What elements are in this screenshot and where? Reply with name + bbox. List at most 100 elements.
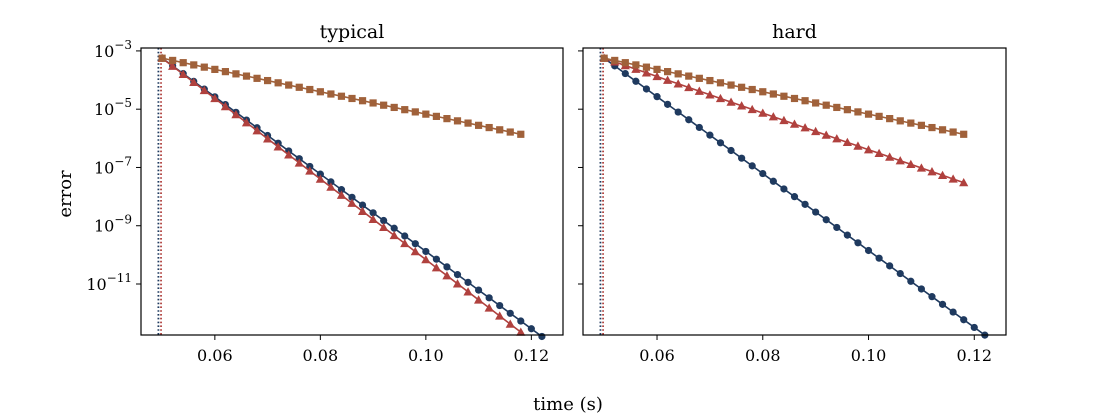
circle-series-point (527, 325, 535, 333)
triangle-series-point (853, 141, 863, 150)
triangle-series-point (252, 126, 262, 135)
square-series-point (769, 90, 777, 98)
square-series-point (264, 76, 272, 85)
x-tick-label: 0.10 (408, 346, 444, 365)
triangle-series-point (758, 108, 768, 117)
circle-series-point (443, 263, 451, 271)
circle-series-point (632, 77, 640, 85)
circle-series-point (327, 178, 335, 186)
circle-series-point (369, 209, 377, 217)
square-series-point (843, 106, 851, 114)
triangle-series-point (189, 77, 199, 87)
circle-series-point (390, 224, 398, 232)
circle-series-point (674, 108, 682, 116)
triangle-series-point (400, 238, 410, 248)
circle-series-point (896, 269, 904, 278)
circle-series-point (790, 193, 799, 201)
square-series-point (242, 72, 251, 80)
square-series-point (907, 119, 915, 127)
triangle-series-point (789, 119, 800, 128)
x-tick-label: 0.06 (197, 346, 233, 365)
panel-typical: typical 0.06 0.08 0.10 0.12 10−3 10−5 10−7 10−9 1… (86, 21, 564, 365)
square-series-point (664, 68, 672, 76)
triangle-series-point (737, 101, 747, 110)
square-series-point (938, 126, 947, 134)
triangle-series-point (821, 130, 831, 139)
square-series-point (886, 115, 894, 123)
circle-series-point (801, 200, 809, 208)
circle-series-point (843, 231, 851, 239)
circle-series-point (822, 216, 830, 224)
circle-series-point (780, 185, 788, 193)
square-series-point (232, 70, 240, 78)
x-tick-label: 0.08 (303, 346, 339, 365)
square-series-point (369, 99, 377, 107)
triangle-series-point (442, 271, 452, 280)
square-series-point (706, 76, 714, 85)
square-series-point (822, 101, 830, 109)
x-tick-label: 0.12 (956, 346, 992, 365)
circle-series-point (960, 316, 968, 324)
circle-series-point (348, 193, 356, 201)
triangle-series-point (726, 97, 736, 106)
triangle-series-point (895, 156, 905, 165)
circle-series-point (769, 177, 777, 185)
square-series-point (306, 85, 314, 94)
square-series-point (285, 81, 293, 89)
triangle-series-point (294, 158, 304, 167)
square-series-point (780, 92, 788, 100)
triangle-series-point (168, 61, 178, 70)
square-series-point (632, 61, 640, 69)
circle-series-point (664, 100, 672, 108)
triangle-series-point (673, 79, 683, 88)
x-axis-label: time (s) (533, 394, 603, 415)
triangle-series-point (652, 71, 662, 81)
panel-title: typical (320, 21, 385, 43)
triangle-series-point (863, 145, 874, 154)
circle-series-point (907, 277, 915, 285)
panel-title: hard (772, 21, 817, 43)
triangle-series-point (210, 93, 220, 103)
plot-frame (582, 47, 1007, 336)
triangle-series-point (959, 178, 969, 187)
square-series-point (695, 74, 703, 82)
circle-series-point (706, 131, 714, 139)
square-series-point (496, 126, 504, 134)
square-series-point (158, 54, 166, 62)
triangle-series-point (284, 150, 294, 159)
triangle-series-point (505, 319, 515, 328)
triangle-series-point (315, 174, 325, 183)
square-series-point (642, 63, 651, 71)
triangle-series-point (874, 148, 884, 158)
triangle-series-point (747, 104, 757, 114)
square-series-point (422, 110, 430, 118)
triangle-series-point (811, 126, 821, 136)
circle-series-point (401, 232, 409, 240)
triangle-series-point (178, 69, 188, 78)
triangle-series-point (199, 85, 209, 95)
square-series-point (611, 56, 619, 65)
triangle-series-point (916, 163, 926, 172)
circle-series-point (917, 285, 926, 293)
square-series-point (875, 112, 883, 120)
square-series-point (653, 65, 661, 73)
triangle-series-point (410, 246, 420, 256)
square-series-point (716, 79, 725, 87)
triangle-series-point (779, 115, 789, 125)
square-series-point (864, 110, 873, 118)
square-series-point (738, 83, 746, 91)
circle-series-point (411, 240, 419, 248)
circle-series-point (759, 169, 767, 178)
square-series-point (759, 88, 767, 96)
square-series-point (411, 108, 419, 116)
square-series-point (600, 54, 608, 62)
circle-series-point (886, 262, 894, 270)
square-series-point (453, 117, 462, 125)
square-series-point (854, 108, 862, 116)
circle-series-point (485, 294, 493, 302)
circle-series-point (970, 323, 978, 332)
triangle-series-point (495, 311, 505, 320)
square-series-point (960, 130, 968, 138)
triangle-series-point (474, 295, 484, 304)
